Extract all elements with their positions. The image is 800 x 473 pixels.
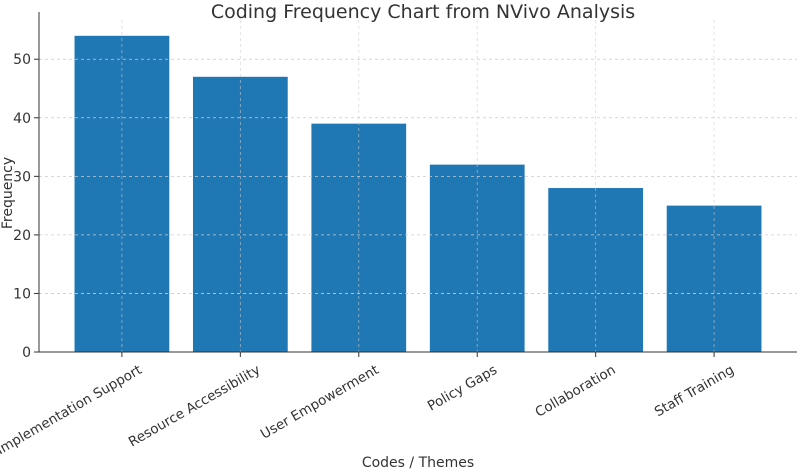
x-tick-label: Policy Gaps [425,362,500,415]
x-tick-label: Collaboration [533,362,619,421]
x-tick-label: Implementation Support [0,362,145,458]
y-tick-label: 10 [13,286,31,302]
x-tick-label: Staff Training [652,362,737,420]
y-tick-label: 20 [13,228,31,244]
y-tick-label: 30 [13,169,31,185]
x-tick-label: User Empowerment [258,362,382,443]
bars-layer [74,35,762,353]
y-tick-label: 50 [13,52,31,68]
y-tick-label: 40 [13,111,31,127]
y-tick-label: 0 [22,345,31,361]
y-axis-label: Frequency [0,157,16,229]
bar [548,188,644,352]
x-axis-label: Codes / Themes [362,455,474,469]
x-tick-label: Resource Accessibility [126,362,263,450]
chart-title: Coding Frequency Chart from NVivo Analys… [211,1,635,23]
grid-layer [39,20,797,353]
bar [429,164,525,352]
axes-layer [38,12,797,353]
